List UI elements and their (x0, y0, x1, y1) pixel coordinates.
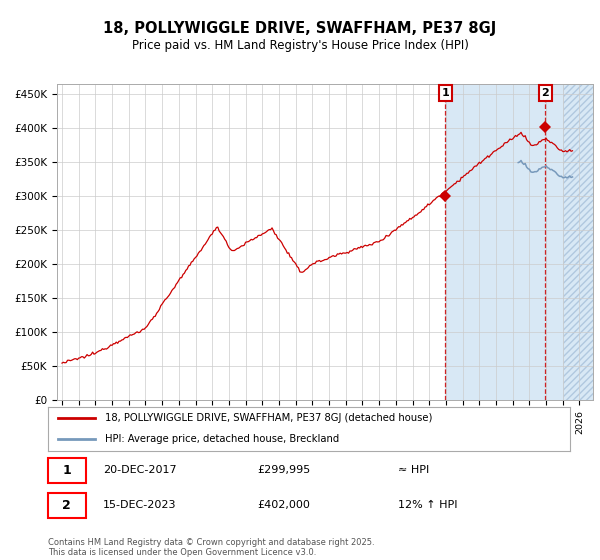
Text: 1: 1 (62, 464, 71, 477)
Text: 15-DEC-2023: 15-DEC-2023 (103, 501, 176, 510)
Text: 20-DEC-2017: 20-DEC-2017 (103, 465, 176, 475)
FancyBboxPatch shape (48, 458, 86, 483)
Bar (563, 84, 593, 400)
Text: 2: 2 (542, 88, 549, 98)
Text: HPI: Average price, detached house, Breckland: HPI: Average price, detached house, Brec… (106, 435, 340, 445)
Text: 18, POLLYWIGGLE DRIVE, SWAFFHAM, PE37 8GJ (detached house): 18, POLLYWIGGLE DRIVE, SWAFFHAM, PE37 8G… (106, 413, 433, 423)
Text: 2: 2 (62, 499, 71, 512)
Text: 18, POLLYWIGGLE DRIVE, SWAFFHAM, PE37 8GJ: 18, POLLYWIGGLE DRIVE, SWAFFHAM, PE37 8G… (103, 21, 497, 36)
Text: £402,000: £402,000 (257, 501, 310, 510)
Text: Price paid vs. HM Land Registry's House Price Index (HPI): Price paid vs. HM Land Registry's House … (131, 39, 469, 52)
Text: £299,995: £299,995 (257, 465, 310, 475)
Text: 12% ↑ HPI: 12% ↑ HPI (398, 501, 457, 510)
Text: 1: 1 (442, 88, 449, 98)
Bar (445, 84, 593, 400)
Text: Contains HM Land Registry data © Crown copyright and database right 2025.
This d: Contains HM Land Registry data © Crown c… (48, 538, 374, 557)
FancyBboxPatch shape (48, 493, 86, 518)
Text: ≈ HPI: ≈ HPI (398, 465, 429, 475)
